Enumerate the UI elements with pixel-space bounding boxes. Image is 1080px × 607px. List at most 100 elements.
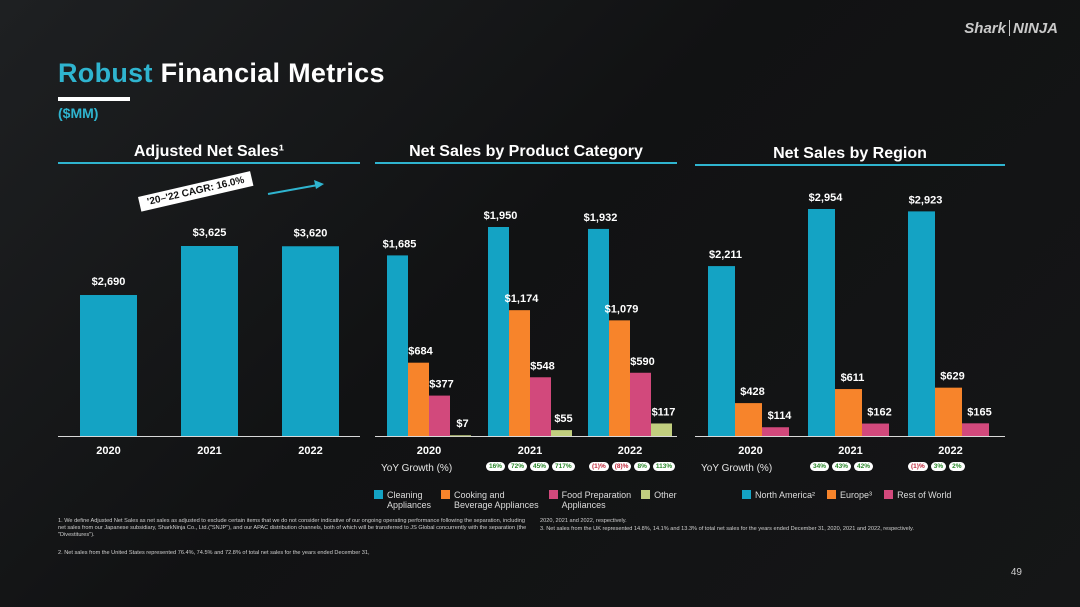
title-underline — [58, 97, 130, 101]
yoy-row-product-2021: 16% 72% 45% 717% — [486, 462, 575, 471]
footnote-1: 1. We define Adjusted Net Sales as net s… — [58, 518, 527, 538]
footnote-3: 3. Net sales from the UK represented 14.… — [540, 526, 914, 532]
data-label-adjusted-2021: $3,625 — [193, 227, 227, 239]
bar-region-europe-2022 — [935, 387, 962, 436]
yoy-pill: 45% — [530, 462, 550, 471]
tick-label-adjusted-2022: 2022 — [298, 445, 322, 457]
section-underline-region — [695, 164, 1005, 166]
data-label-product-food-2022: $590 — [630, 356, 654, 368]
legend-swatch — [827, 490, 837, 499]
legend-swatch — [742, 490, 751, 499]
yoy-row-region-2022: (1)% 3% 2% — [908, 462, 965, 471]
yoy-pill: (1)% — [908, 462, 928, 471]
yoy-pill: 72% — [508, 462, 528, 471]
yoy-label-region: YoY Growth (%) — [701, 463, 773, 474]
bar-product-cooking-2022 — [609, 320, 630, 436]
section-title-product: Net Sales by Product Category — [409, 143, 643, 160]
bar-region-north-2020 — [708, 266, 735, 436]
bar-region-north-2021 — [808, 209, 835, 436]
legend-item-product: Cleaning Appliances — [374, 490, 431, 510]
chart-net-sales-by-region: $2,211 $428 $114 2020 $2,954 $611 $162 2021 $2,9… — [695, 192, 1005, 457]
legend-label: North America² — [755, 490, 816, 500]
data-label-product-food-2020: $377 — [429, 379, 453, 391]
title-accent: Robust — [58, 58, 153, 88]
footnote-2-continued: 2020, 2021 and 2022, respectively. — [540, 518, 627, 524]
bar-product-cooking-2021 — [509, 310, 530, 436]
legend-item-product: Other — [641, 490, 677, 510]
cagr-arrow — [267, 180, 324, 195]
data-label-region-rest-2020: $114 — [768, 410, 793, 422]
legend-item-product: Food Preparation Appliances — [548, 490, 631, 510]
section-title-adjusted: Adjusted Net Sales¹ — [133, 143, 285, 160]
data-label-adjusted-2022: $3,620 — [294, 227, 328, 239]
logo-text: Shark NINJA — [964, 20, 1058, 37]
bar-region-europe-2021 — [835, 389, 862, 436]
legend-product: Cleaning Appliances Cooking and Beverage Ap… — [374, 490, 704, 510]
data-label-product-food-2021: $548 — [530, 360, 554, 372]
yoy-pill: 3% — [930, 462, 947, 471]
legend-label: Europe³ — [840, 490, 873, 500]
data-label-product-cooking-2020: $684 — [408, 346, 433, 358]
legend-swatch — [441, 490, 451, 499]
data-label-product-cleaning-2021: $1,950 — [484, 210, 518, 222]
yoy-pill: 113% — [652, 462, 676, 471]
data-label-region-rest-2022: $165 — [967, 406, 991, 418]
yoy-pill: 42% — [854, 462, 874, 471]
data-label-product-cooking-2021: $1,174 — [505, 293, 540, 305]
yoy-pill: 16% — [486, 462, 506, 471]
bar-product-food-2021 — [530, 377, 551, 436]
legend-swatch — [641, 490, 651, 499]
data-label-product-other-2022: $117 — [652, 406, 676, 418]
bar-region-rest-2021 — [862, 423, 889, 436]
data-label-region-europe-2022: $629 — [940, 371, 964, 383]
tick-label-product-2020: 2020 — [417, 445, 441, 457]
legend-region: North America² Europe³ Rest of World — [742, 490, 1032, 500]
section-underline-adjusted — [58, 162, 360, 164]
bar-product-other-2021 — [551, 430, 572, 436]
legend-item-region: North America² — [742, 490, 815, 500]
bar-adjusted-2021 — [181, 246, 238, 436]
legend-swatch — [884, 490, 894, 499]
tick-label-product-2021: 2021 — [518, 445, 542, 457]
data-label-product-cleaning-2022: $1,932 — [584, 212, 618, 224]
chart-net-sales-by-product: $1,685 $684 $377 $7 2020 $1,950 $1,174 $548 $55 2… — [375, 210, 677, 457]
bar-product-other-2022 — [651, 423, 672, 436]
footnote-2: 2. Net sales from the United States repr… — [58, 550, 370, 556]
yoy-pill: 717% — [552, 462, 575, 471]
legend-label: Other — [654, 490, 677, 500]
section-title-region: Net Sales by Region — [773, 145, 927, 162]
bar-adjusted-2022 — [282, 246, 339, 436]
yoy-row-product-2022: (1)% (8)% 8% 113% — [589, 462, 676, 471]
tick-label-product-2022: 2022 — [618, 445, 642, 457]
bar-product-cleaning-2022 — [588, 228, 609, 436]
legend-item-region: Europe³ — [827, 490, 872, 500]
bar-product-cleaning-2021 — [488, 227, 509, 436]
tick-label-region-2022: 2022 — [938, 445, 962, 457]
yoy-pill: 8% — [634, 462, 650, 471]
yoy-pill: (1)% — [589, 462, 609, 471]
yoy-row-region-2021: 34% 43% 42% — [810, 462, 874, 471]
bar-product-other-2020 — [450, 435, 471, 437]
data-label-product-cleaning-2020: $1,685 — [383, 238, 417, 250]
bar-product-cleaning-2020 — [387, 255, 408, 436]
yoy-pill: 34% — [810, 462, 830, 471]
tick-label-adjusted-2020: 2020 — [96, 445, 120, 457]
data-label-product-other-2021: $55 — [554, 413, 572, 425]
data-label-region-europe-2020: $428 — [740, 386, 764, 398]
legend-swatch — [548, 490, 558, 499]
page-number: 49 — [1010, 567, 1022, 578]
legend-label: Cooking and Beverage Appliances — [454, 490, 539, 510]
legend-label: Cleaning Appliances — [387, 490, 432, 510]
legend-swatch — [374, 490, 383, 499]
tick-label-region-2021: 2021 — [838, 445, 862, 457]
page-title: Robust Financial Metrics — [58, 58, 385, 89]
bar-product-food-2020 — [429, 395, 450, 436]
bar-region-rest-2020 — [762, 427, 789, 436]
title-rest: Financial Metrics — [152, 58, 385, 88]
section-underline-product — [375, 162, 677, 164]
data-label-region-rest-2021: $162 — [867, 407, 891, 419]
data-label-region-north-2022: $2,923 — [909, 194, 943, 206]
data-label-region-north-2020: $2,211 — [709, 249, 742, 261]
